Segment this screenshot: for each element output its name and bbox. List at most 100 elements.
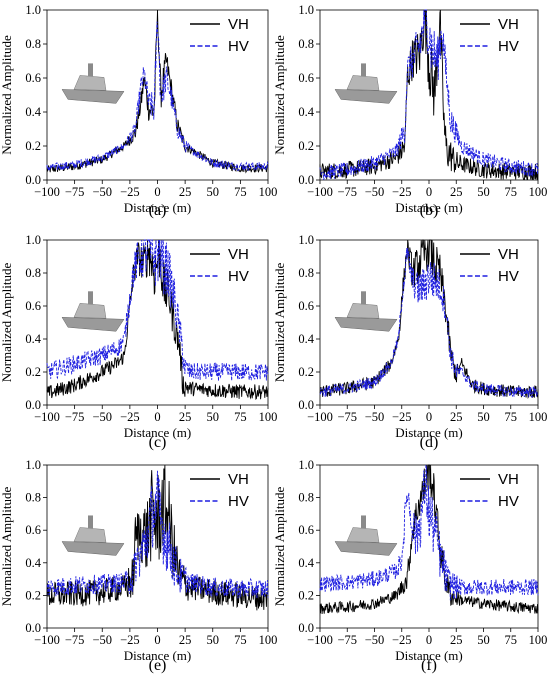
x-tick-label: −50 [92, 185, 112, 199]
y-tick-label: 0.4 [298, 332, 314, 346]
y-tick-label: 0.4 [25, 332, 41, 346]
y-tick-label: 1.0 [25, 233, 41, 247]
y-tick-label: 0.8 [25, 491, 41, 505]
y-tick-label: 0.0 [298, 173, 314, 187]
x-tick-label: −75 [65, 633, 85, 647]
chart-panel-e: −100 −75 −50 −25 0 25 50 75 100 0.0 0.2 0.4 0.6 0.8 1.… [0, 458, 277, 674]
y-tick-label: 0.2 [25, 365, 41, 379]
y-tick-label: 1.0 [25, 3, 41, 17]
x-tick-label: 0 [154, 185, 160, 199]
x-tick-label: 0 [154, 410, 160, 424]
x-tick-label: 75 [505, 185, 518, 199]
legend-label-vh: VH [228, 471, 249, 488]
panel-label: (d) [420, 434, 439, 451]
x-tick-label: −100 [34, 633, 60, 647]
x-tick-label: −100 [34, 185, 60, 199]
x-tick-label: −25 [392, 410, 412, 424]
legend-label-hv: HV [498, 38, 519, 55]
x-tick-label: 75 [505, 633, 518, 647]
y-tick-label: 0.2 [25, 588, 41, 602]
x-tick-label: 0 [426, 410, 432, 424]
y-axis-label: Normalized Amplitude [272, 263, 287, 383]
y-axis-label: Normalized Amplitude [272, 487, 287, 607]
x-tick-label: −100 [34, 410, 60, 424]
y-axis-label: Normalized Amplitude [272, 35, 287, 155]
series-line-hv [319, 248, 539, 398]
panel-label: (c) [149, 434, 167, 451]
x-tick-label: 25 [450, 410, 463, 424]
x-tick-label: 75 [234, 633, 247, 647]
y-tick-label: 0.0 [25, 173, 41, 187]
series-line-hv [46, 21, 269, 172]
x-tick-label: −100 [307, 410, 333, 424]
y-tick-label: 0.8 [298, 491, 314, 505]
barge-icon [61, 515, 125, 556]
panel-label: (f) [421, 657, 437, 674]
y-axis-label: Normalized Amplitude [0, 487, 14, 607]
x-tick-label: 75 [234, 185, 247, 199]
x-tick-label: −100 [307, 633, 333, 647]
y-tick-label: 0.4 [25, 556, 41, 570]
x-tick-label: 100 [529, 633, 548, 647]
x-tick-label: 100 [529, 410, 548, 424]
y-tick-label: 0.6 [298, 299, 314, 313]
series-line-vh [319, 239, 539, 399]
y-tick-label: 1.0 [298, 233, 314, 247]
x-tick-label: −75 [65, 410, 85, 424]
x-tick-label: 100 [259, 633, 278, 647]
series-line-hv [46, 470, 269, 599]
series-line-vh [319, 9, 539, 181]
y-tick-label: 0.0 [25, 398, 41, 412]
x-tick-label: 100 [259, 410, 278, 424]
chart-panel-c: −100 −75 −50 −25 0 25 50 75 100 0.0 0.2 0.4 0.6 0.8 1.… [0, 233, 277, 451]
chart-panel-d: −100 −75 −50 −25 0 25 50 75 100 0.0 0.2 0.4 0.6 0.8 1.… [272, 233, 547, 451]
y-tick-label: 0.8 [25, 37, 41, 51]
x-tick-label: 25 [179, 185, 192, 199]
panel-label: (e) [149, 657, 167, 674]
x-axis-label: Distance (m) [395, 425, 463, 440]
x-tick-label: 25 [179, 410, 192, 424]
y-tick-label: 0.8 [298, 37, 314, 51]
series-line-vh [46, 465, 269, 611]
series-line-hv [319, 464, 539, 601]
chart-panel-f: −100 −75 −50 −25 0 25 50 75 100 0.0 0.2 0.4 0.6 0.8 1.… [272, 458, 547, 674]
legend-label-hv: HV [228, 38, 249, 55]
x-axis-label: Distance (m) [124, 200, 192, 215]
x-tick-label: −25 [120, 185, 140, 199]
legend-label-vh: VH [498, 246, 519, 263]
chart-panel-b: −100 −75 −50 −25 0 25 50 75 100 0.0 0.2 0.4 0.6 0.8 1.… [272, 3, 547, 219]
series-line-hv [319, 9, 539, 181]
x-tick-label: 100 [259, 185, 278, 199]
panel-label: (a) [149, 202, 167, 219]
chart-panel-a: −100 −75 −50 −25 0 25 50 75 100 0.0 0.2 0.4 0.6 0.8 1.… [0, 3, 277, 219]
x-tick-label: 100 [529, 185, 548, 199]
x-tick-label: 75 [505, 410, 518, 424]
y-tick-label: 0.2 [25, 139, 41, 153]
y-tick-label: 0.8 [298, 266, 314, 280]
y-tick-label: 1.0 [298, 458, 314, 472]
legend-label-vh: VH [498, 471, 519, 488]
x-axis-label: Distance (m) [124, 648, 192, 663]
x-tick-label: 25 [179, 633, 192, 647]
crane-ship-icon [334, 291, 398, 332]
y-tick-label: 0.4 [298, 105, 314, 119]
legend-label-hv: HV [228, 493, 249, 510]
x-axis-label: Distance (m) [395, 200, 463, 215]
y-tick-label: 0.0 [298, 398, 314, 412]
x-tick-label: 25 [450, 633, 463, 647]
series-line-vh [319, 464, 539, 615]
x-tick-label: 0 [426, 185, 432, 199]
y-tick-label: 0.2 [298, 139, 314, 153]
x-tick-label: 50 [207, 185, 220, 199]
x-tick-label: −25 [120, 633, 140, 647]
x-tick-label: −75 [65, 185, 85, 199]
legend-label-hv: HV [498, 268, 519, 285]
legend-label-hv: HV [498, 493, 519, 510]
x-tick-label: 75 [234, 410, 247, 424]
panel-label: (b) [420, 202, 439, 219]
legend-label-vh: VH [228, 16, 249, 33]
y-tick-label: 1.0 [25, 458, 41, 472]
legend-label-vh: VH [228, 246, 249, 263]
x-tick-label: 0 [426, 633, 432, 647]
series-line-hv [46, 239, 269, 382]
